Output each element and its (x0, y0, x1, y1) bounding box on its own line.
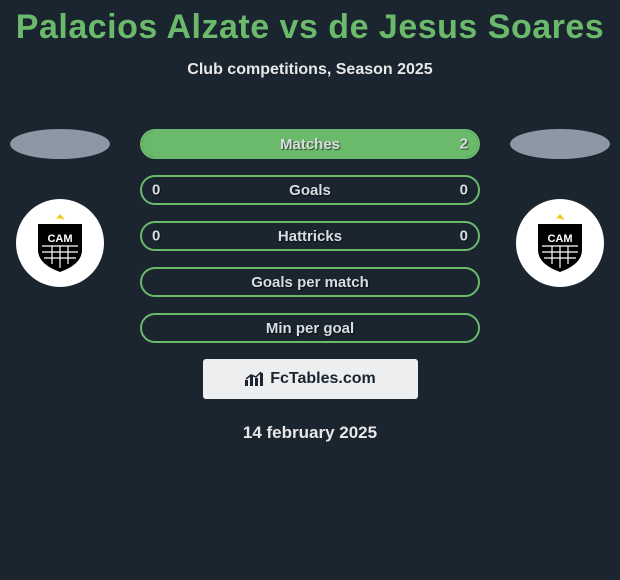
stat-value-left: 0 (152, 182, 160, 199)
date-label: 14 february 2025 (0, 423, 620, 443)
player-right-club-badge: CAM (516, 199, 604, 287)
stat-row: Min per goal (140, 313, 480, 343)
stat-label: Goals (289, 182, 331, 199)
brand-text: FcTables.com (270, 370, 376, 388)
stat-label: Hattricks (278, 228, 342, 245)
stat-label: Matches (280, 136, 340, 153)
brand-label: FcTables.com (244, 370, 376, 388)
bar-chart-icon (244, 370, 266, 388)
club-shield-icon: CAM (32, 212, 88, 274)
stat-row: Goals per match (140, 267, 480, 297)
stat-value-right: 0 (460, 182, 468, 199)
comparison-panel: CAM CAM Matc (0, 129, 620, 443)
svg-text:CAM: CAM (47, 233, 72, 245)
player-left-avatar-placeholder (10, 129, 110, 159)
player-left-club-badge: CAM (16, 199, 104, 287)
subtitle: Club competitions, Season 2025 (0, 61, 620, 79)
stat-row: 0 Goals 0 (140, 175, 480, 205)
player-left-column: CAM (0, 129, 120, 287)
stat-value-right: 2 (460, 136, 468, 153)
player-right-avatar-placeholder (510, 129, 610, 159)
page-title: Palacios Alzate vs de Jesus Soares (0, 0, 620, 47)
stats-list: Matches 2 0 Goals 0 0 Hattricks 0 Goals per matc… (140, 129, 480, 343)
stat-value-right: 0 (460, 228, 468, 245)
club-shield-icon: CAM (532, 212, 588, 274)
stat-label: Min per goal (266, 320, 354, 337)
player-right-column: CAM (500, 129, 620, 287)
stat-label: Goals per match (251, 274, 369, 291)
stat-value-left: 0 (152, 228, 160, 245)
brand-box: FcTables.com (203, 359, 418, 399)
stat-row: Matches 2 (140, 129, 480, 159)
svg-text:CAM: CAM (547, 233, 572, 245)
stat-row: 0 Hattricks 0 (140, 221, 480, 251)
